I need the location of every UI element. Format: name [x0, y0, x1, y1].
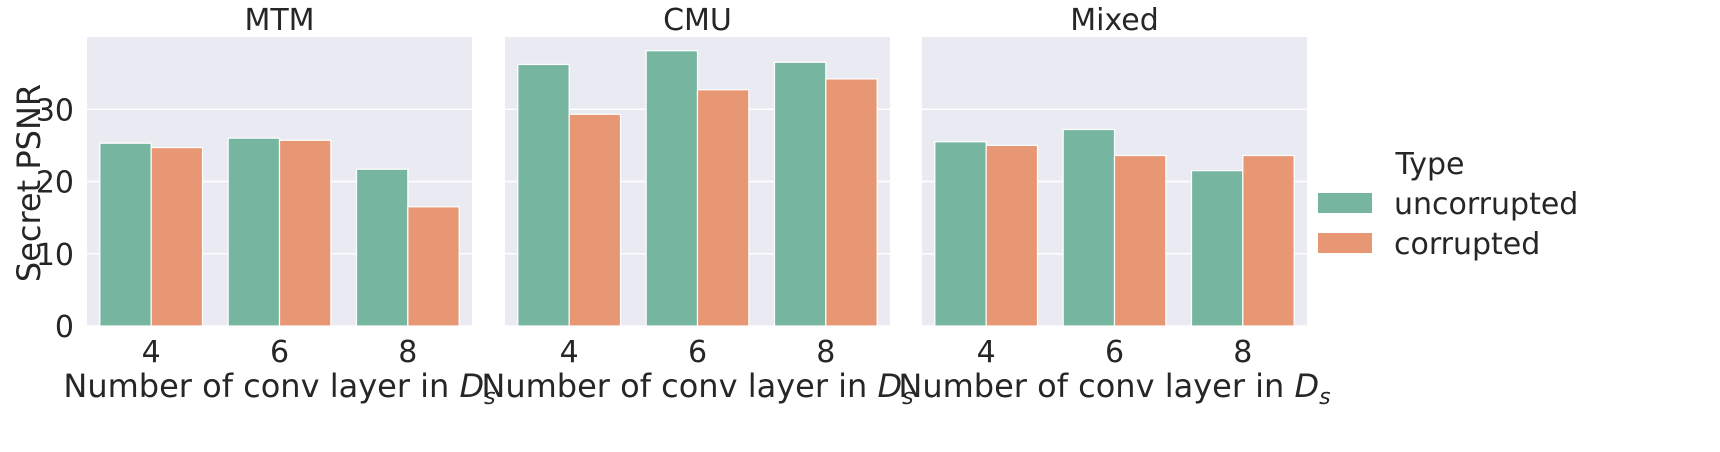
bar-uncorrupted-4 — [99, 142, 152, 327]
bar-uncorrupted-8 — [1190, 170, 1244, 327]
legend-swatch-corrupted — [1318, 233, 1372, 253]
x-tick-label: 6 — [688, 335, 707, 370]
bar-uncorrupted-4 — [517, 63, 570, 327]
bar-corrupted-8 — [1242, 154, 1295, 327]
bar-uncorrupted-6 — [645, 50, 699, 327]
legend-label-corrupted: corrupted — [1394, 227, 1540, 262]
x-tick-label: 4 — [977, 335, 996, 370]
bar-corrupted-6 — [1113, 154, 1167, 327]
bar-corrupted-6 — [696, 89, 750, 327]
panel-title: CMU — [663, 3, 732, 38]
x-tick-label: 6 — [1105, 335, 1124, 370]
x-axis-label: Number of conv layer in Ds — [898, 367, 1330, 410]
x-axis-label: Number of conv layer in Ds — [63, 367, 495, 410]
panel-mtm: MTM 4 6 8 0 10 20 30 Number of conv layer in Ds — [36, 3, 496, 410]
x-tick-label: 6 — [270, 335, 289, 370]
y-tick-label: 20 — [36, 166, 74, 201]
legend-label-uncorrupted: uncorrupted — [1394, 187, 1578, 222]
legend-title: Type — [1395, 147, 1465, 182]
bar-uncorrupted-4 — [934, 141, 987, 327]
x-tick-label: 8 — [398, 335, 417, 370]
bar-corrupted-4 — [150, 146, 204, 327]
panel-title: Mixed — [1070, 3, 1159, 38]
bar-corrupted-4 — [568, 113, 622, 327]
bar-uncorrupted-6 — [227, 137, 281, 327]
x-tick-label: 4 — [560, 335, 579, 370]
y-tick-label: 10 — [36, 238, 74, 273]
bar-corrupted-4 — [985, 144, 1039, 327]
x-axis-label: Number of conv layer in Ds — [481, 367, 913, 410]
legend-swatch-uncorrupted — [1318, 193, 1372, 213]
x-tick-label: 4 — [142, 335, 161, 370]
x-tick-label: 8 — [816, 335, 835, 370]
y-tick-label: 0 — [55, 310, 74, 345]
bar-uncorrupted-8 — [773, 61, 827, 327]
bar-uncorrupted-6 — [1062, 128, 1116, 327]
bar-corrupted-6 — [278, 139, 332, 327]
x-tick-label: 8 — [1233, 335, 1252, 370]
y-tick-label: 30 — [36, 93, 74, 128]
bar-corrupted-8 — [825, 78, 878, 327]
y-axis-label: Secret PSNR — [10, 84, 48, 282]
bar-corrupted-8 — [407, 206, 460, 327]
legend: Type uncorrupted corrupted — [1318, 147, 1578, 262]
bar-uncorrupted-8 — [355, 168, 409, 327]
panel-title: MTM — [244, 3, 314, 38]
